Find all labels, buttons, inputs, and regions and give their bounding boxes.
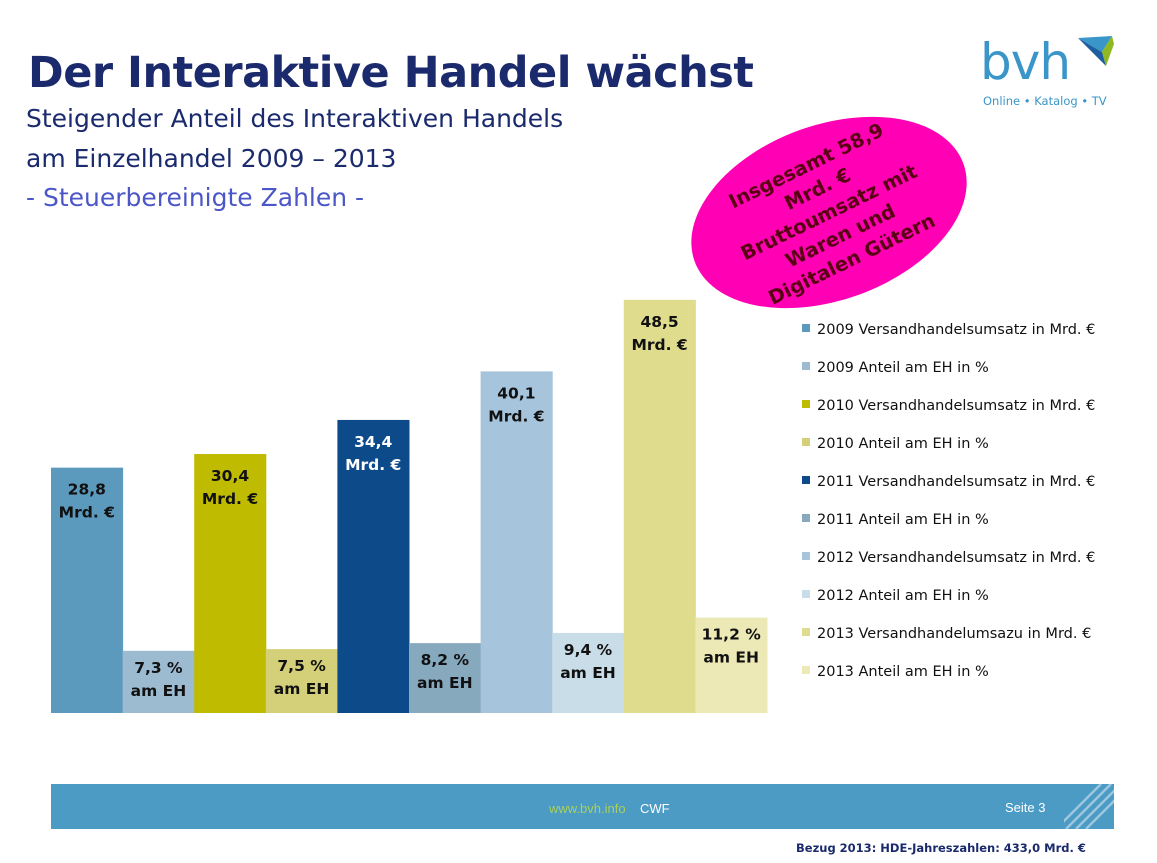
bar-label-1-1: 7,3 %: [134, 659, 183, 677]
subtitle-line-2: am Einzelhandel 2009 – 2013: [26, 144, 397, 173]
bar-label-2-2: Mrd. €: [202, 490, 258, 508]
bar-label-4-2: Mrd. €: [345, 456, 401, 474]
legend-swatch-9: [802, 666, 810, 674]
footer-stripes-decoration: [1064, 784, 1114, 829]
subtitle-line-3: - Steuerbereinigte Zahlen -: [26, 183, 365, 212]
bar-3: [265, 649, 338, 713]
bar-5: [409, 643, 482, 713]
legend-item-1: 2009 Anteil am EH in %: [802, 360, 989, 380]
legend-item-8: 2013 Versandhandelumsazu in Mrd. €: [802, 626, 1091, 646]
bar-6: [480, 371, 553, 713]
bvh-logo: bvh Online • Katalog • TV: [980, 34, 1120, 114]
page-title: Der Interaktive Handel wächst: [28, 48, 754, 98]
bar-2: [194, 454, 267, 713]
bar-7: [552, 632, 625, 713]
bar-4: [337, 419, 410, 713]
legend-swatch-6: [802, 552, 810, 560]
legend-swatch-5: [802, 514, 810, 522]
legend-label-4: 2011 Versandhandelsumsatz in Mrd. €: [817, 474, 1096, 490]
bar-0: [51, 467, 124, 713]
logo-wordmark: bvh: [980, 33, 1071, 91]
bar-8: [623, 299, 696, 713]
legend-item-7: 2012 Anteil am EH in %: [802, 588, 989, 608]
legend-item-5: 2011 Anteil am EH in %: [802, 512, 989, 532]
legend-label-9: 2013 Anteil am EH in %: [817, 664, 989, 680]
bar-label-3-1: 7,5 %: [277, 657, 326, 675]
legend-item-3: 2010 Anteil am EH in %: [802, 436, 989, 456]
legend-swatch-8: [802, 628, 810, 636]
legend-label-5: 2011 Anteil am EH in %: [817, 512, 989, 528]
footer-page-number: Seite 3: [1005, 800, 1046, 815]
legend-swatch-1: [802, 362, 810, 370]
bar-label-5-1: 8,2 %: [421, 651, 470, 669]
legend-swatch-2: [802, 400, 810, 408]
bar-label-7-2: am EH: [560, 664, 616, 682]
bar-9: [695, 617, 768, 713]
legend-label-0: 2009 Versandhandelsumsatz in Mrd. €: [817, 322, 1096, 338]
reference-note: Bezug 2013: HDE-Jahreszahlen: 433,0 Mrd.…: [796, 841, 1086, 855]
legend-item-9: 2013 Anteil am EH in %: [802, 664, 989, 684]
bar-label-0-2: Mrd. €: [59, 504, 115, 522]
bar-label-5-2: am EH: [417, 674, 473, 692]
bar-label-1-2: am EH: [131, 682, 187, 700]
legend-item-6: 2012 Versandhandelsumsatz in Mrd. €: [802, 550, 1095, 570]
bar-label-4-1: 34,4: [354, 433, 392, 451]
bar-1: [122, 650, 195, 713]
legend-swatch-0: [802, 324, 810, 332]
legend-label-2: 2010 Versandhandelsumsatz in Mrd. €: [817, 398, 1096, 414]
bar-label-6-2: Mrd. €: [488, 407, 544, 425]
subtitle-line-1: Steigender Anteil des Interaktiven Hande…: [26, 104, 564, 133]
bar-label-9-2: am EH: [703, 649, 759, 667]
footer-bar: www.bvh.info CWF Seite 3: [51, 784, 1114, 829]
bar-label-0-1: 28,8: [68, 481, 106, 499]
legend-label-7: 2012 Anteil am EH in %: [817, 588, 989, 604]
bar-chart: 28,8 Mrd. € 7,3 % am EH 30,4 Mrd. € 7,5 % am EH…: [51, 299, 768, 713]
legend-label-3: 2010 Anteil am EH in %: [817, 436, 989, 452]
legend-label-8: 2013 Versandhandelumsazu in Mrd. €: [817, 626, 1092, 642]
logo-mark-icon: [1078, 36, 1114, 66]
bar-label-3-2: am EH: [274, 680, 330, 698]
legend-item-2: 2010 Versandhandelsumsatz in Mrd. €: [802, 398, 1095, 418]
bar-label-2-1: 30,4: [211, 467, 249, 485]
bar-label-8-2: Mrd. €: [631, 336, 687, 354]
legend-swatch-4: [802, 476, 810, 484]
logo-tagline: Online • Katalog • TV: [983, 94, 1107, 108]
legend-label-1: 2009 Anteil am EH in %: [817, 360, 989, 376]
legend-item-0: 2009 Versandhandelsumsatz in Mrd. €: [802, 322, 1095, 342]
legend-item-4: 2011 Versandhandelsumsatz in Mrd. €: [802, 474, 1095, 494]
legend-swatch-3: [802, 438, 810, 446]
footer-brand: CWF: [640, 801, 670, 816]
legend-label-6: 2012 Versandhandelsumsatz in Mrd. €: [817, 550, 1096, 566]
legend-swatch-7: [802, 590, 810, 598]
footer-url[interactable]: www.bvh.info: [549, 801, 626, 816]
bar-label-8-1: 48,5: [640, 313, 678, 331]
bar-label-6-1: 40,1: [497, 384, 535, 402]
bar-label-9-1: 11,2 %: [702, 626, 762, 644]
bar-label-7-1: 9,4 %: [564, 641, 613, 659]
